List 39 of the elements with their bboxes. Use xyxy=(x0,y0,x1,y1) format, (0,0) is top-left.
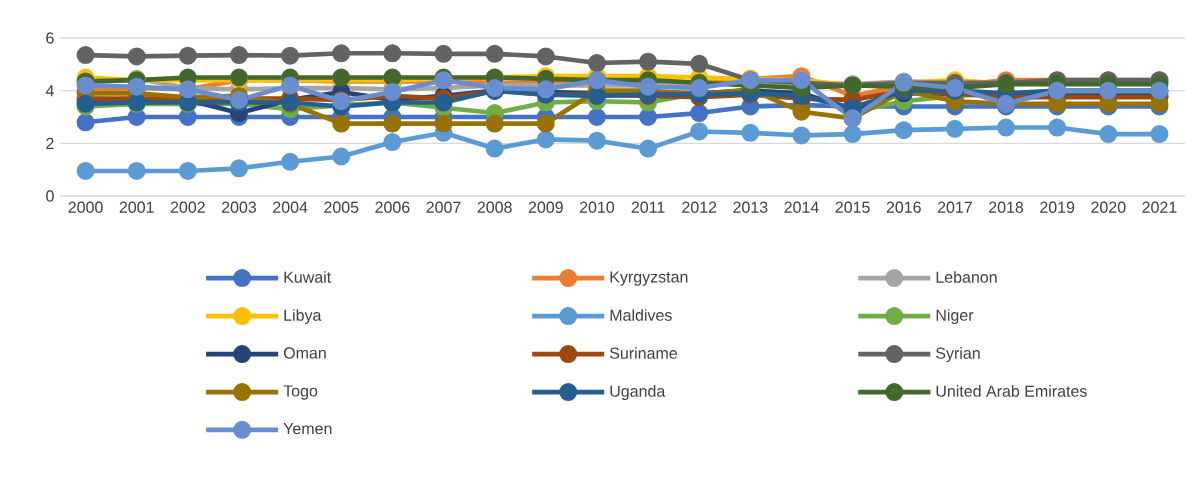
x-tick-label: 2001 xyxy=(119,201,154,213)
x-tick-label: 2020 xyxy=(1091,201,1126,213)
x-tick-label: 2004 xyxy=(273,201,308,213)
x-tick-label: 2013 xyxy=(733,201,768,213)
x-tick-label: 2019 xyxy=(1040,201,1075,213)
x-tick-label: 2003 xyxy=(221,201,257,213)
x-tick-label: 2015 xyxy=(835,201,870,213)
x-tick-label: 2007 xyxy=(426,201,461,213)
x-tick-label: 2011 xyxy=(631,201,665,213)
legend-label: Syrian xyxy=(936,347,980,363)
legend-label: Niger xyxy=(936,309,974,325)
x-tick-label: 2006 xyxy=(375,201,410,213)
legend-label: Lebanon xyxy=(936,271,997,283)
x-tick-label: 2021 xyxy=(1142,201,1177,213)
x-tick-label: 2002 xyxy=(170,201,205,213)
legend-label: Kyrgyzstan xyxy=(610,271,688,286)
y-tick-label: 4 xyxy=(45,85,54,97)
x-tick-label: 2010 xyxy=(579,201,615,213)
x-tick-label: 2016 xyxy=(886,201,921,213)
x-tick-label: 2000 xyxy=(68,201,103,213)
x-tick-label: 2017 xyxy=(937,201,972,213)
legend-label: Uganda xyxy=(610,385,666,401)
x-tick-label: 2009 xyxy=(528,201,563,213)
legend-label: United Arab Emirates xyxy=(936,385,1087,397)
y-tick-label: 0 xyxy=(46,190,54,202)
legend-label: Togo xyxy=(283,385,318,400)
x-tick-label: 2005 xyxy=(324,201,359,213)
x-tick-label: 2014 xyxy=(784,201,819,213)
y-tick-label: 2 xyxy=(46,137,54,149)
legend-label: Suriname xyxy=(609,347,677,359)
x-tick-label: 2008 xyxy=(477,201,512,213)
legend-label: Libya xyxy=(284,309,322,325)
legend-label: Oman xyxy=(283,347,326,359)
legend-label: Kuwait xyxy=(284,271,332,283)
legend-label: Yemen xyxy=(283,423,332,435)
x-tick-label: 2018 xyxy=(989,201,1024,213)
legend-label: Maldives xyxy=(610,309,672,321)
y-tick-label: 6 xyxy=(46,32,54,44)
x-tick-label: 2012 xyxy=(682,201,717,213)
